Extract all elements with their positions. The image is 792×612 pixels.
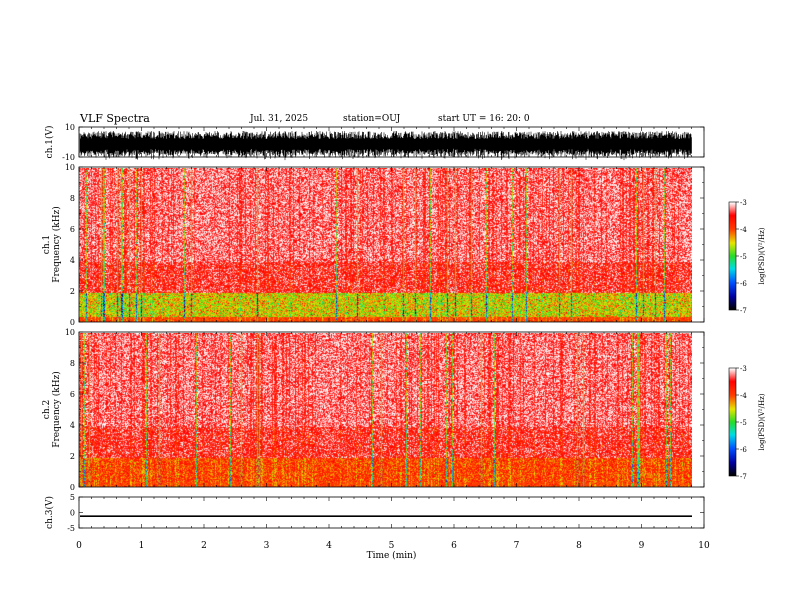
- ch1-spectrogram-frame: [78, 166, 705, 323]
- ch1-waveform-ytick-label: 10: [65, 123, 75, 132]
- ch2-spectrogram-ylabel-channel: ch.2: [42, 400, 52, 419]
- ch1-spectrogram-ytick-label: 0: [70, 318, 75, 327]
- colorbar-2-frame: [728, 367, 737, 477]
- ch1-spectrogram-image: [79, 168, 692, 322]
- colorbar-1-label: log(PSD)(V²/Hz): [758, 227, 766, 284]
- ch2-colorbar-gradient: [729, 368, 736, 476]
- ch2-spectrogram-ytick-label: 0: [70, 483, 75, 492]
- ch1-spectrogram-ylabel-channel: ch.1: [42, 235, 52, 254]
- colorbar-1-tick-label: -3: [740, 199, 747, 207]
- station-label: station=OUJ: [343, 114, 401, 124]
- colorbar-1-tick-label: -7: [740, 307, 747, 315]
- ch2-spectrogram-frame: [78, 331, 705, 488]
- ch2-spectrogram-ytick-label: 2: [70, 452, 75, 461]
- ch2-spectrogram-ytick-label: 8: [70, 359, 75, 368]
- start-time-label: start UT = 16: 20: 0: [438, 114, 530, 124]
- colorbar-1-frame: [728, 201, 737, 311]
- ch3-trace-ytick-label: 0: [70, 509, 75, 518]
- ch3-trace-ytick-label: -5: [67, 524, 75, 533]
- colorbar-2-tick-label: -3: [740, 365, 747, 373]
- date-label: Jul. 31, 2025: [250, 114, 309, 124]
- colorbar-1-tick-label: -6: [740, 280, 747, 288]
- x-tick-label: 4: [326, 541, 332, 551]
- x-tick-label: 7: [514, 541, 520, 551]
- x-tick-label: 3: [264, 541, 270, 551]
- x-tick-label: 9: [639, 541, 645, 551]
- x-axis-label: Time (min): [367, 550, 417, 561]
- ch3-trace-ytick-label: 5: [70, 493, 75, 502]
- chart-title: VLF Spectra: [80, 112, 150, 125]
- ch1-colorbar-gradient: [729, 202, 736, 310]
- x-tick-label: 8: [576, 541, 582, 551]
- colorbar-1-tick-label: -5: [740, 253, 747, 261]
- ch2-spectrogram-ytick-label: 10: [65, 328, 75, 337]
- ch3-trace-ylabel: ch.3(V): [44, 496, 55, 529]
- ch1-waveform-ylabel: ch.1(V): [44, 126, 55, 159]
- ch1-spectrogram-ylabel-frequency: Frequency (kHz): [51, 206, 62, 283]
- ch2-spectrogram-ylabel-frequency: Frequency (kHz): [51, 371, 62, 448]
- ch1-spectrogram-ytick-label: 4: [70, 256, 75, 265]
- colorbar-1-tick-label: -4: [740, 226, 747, 234]
- ch2-spectrogram-image: [79, 333, 692, 487]
- x-tick-label: 5: [389, 541, 395, 551]
- colorbar-2-tick-label: -5: [740, 419, 747, 427]
- ch3-trace-frame: [78, 496, 705, 529]
- ch1-spectrogram-ytick-label: 10: [65, 163, 75, 172]
- ch1-spectrogram-ytick-label: 8: [70, 194, 75, 203]
- colorbar-2-tick-label: -6: [740, 446, 747, 454]
- x-tick-label: 2: [201, 541, 207, 551]
- x-tick-label: 1: [139, 541, 145, 551]
- ch1-spectrogram-ytick-label: 6: [70, 225, 75, 234]
- x-tick-label: 10: [698, 541, 710, 551]
- x-tick-label: 6: [451, 541, 457, 551]
- ch2-spectrogram-ytick-label: 4: [70, 421, 75, 430]
- ch1-waveform-line: [79, 131, 692, 161]
- ch1-waveform-ytick-label: -10: [62, 153, 75, 162]
- colorbar-2-tick-label: -4: [740, 392, 747, 400]
- ch1-spectrogram-ytick-label: 2: [70, 287, 75, 296]
- colorbar-2-tick-label: -7: [740, 473, 747, 481]
- x-tick-label: 0: [76, 541, 82, 551]
- ch2-spectrogram-ytick-label: 6: [70, 390, 75, 399]
- colorbar-2-label: log(PSD)(V²/Hz): [758, 393, 766, 450]
